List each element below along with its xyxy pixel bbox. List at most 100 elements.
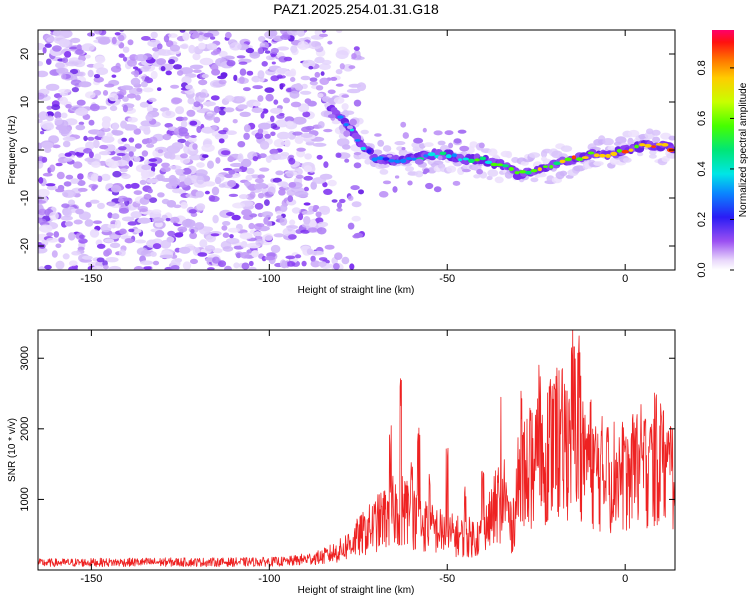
- spectrum-noise-blob: [291, 207, 301, 214]
- spectrum-noise-blob: [118, 249, 126, 257]
- spectrum-noise-blob: [180, 153, 188, 159]
- spectrum-noise-blob: [213, 116, 221, 124]
- spectrum-noise-blob: [297, 41, 310, 50]
- spectrum-noise-blob: [126, 93, 137, 99]
- spectrum-noise-blob: [68, 260, 78, 267]
- spectrum-fringe-blob: [534, 172, 547, 178]
- spectrum-fringe-blob: [446, 165, 457, 173]
- spectrum-fringe-blob: [593, 161, 604, 166]
- spectrum-noise-blob: [192, 69, 202, 73]
- spectrum-noise-blob: [254, 178, 264, 184]
- spectrum-noise-blob: [192, 143, 198, 150]
- spectrum-core-blob: [423, 154, 429, 158]
- spectrum-noise-blob: [116, 152, 126, 157]
- spectrum-noise-blob: [303, 186, 309, 192]
- spectrum-noise-blob: [317, 93, 324, 98]
- spectrum-noise-blob: [210, 95, 220, 101]
- spectrum-noise-blob: [224, 95, 235, 102]
- spectrum-noise-blob: [109, 234, 120, 240]
- spectrum-core-blob: [484, 160, 493, 164]
- spectrum-noise-blob: [111, 130, 124, 136]
- spectrum-noise-blob: [243, 132, 250, 140]
- spectrum-core-blob: [537, 167, 542, 172]
- spectrum-noise-blob: [198, 79, 208, 86]
- spectrum-noise-blob: [171, 142, 184, 150]
- spectrum-noise-blob: [327, 89, 336, 95]
- spectrum-noise-blob: [225, 31, 232, 39]
- spectrum-noise-blob: [236, 55, 246, 59]
- spectrum-fringe-blob: [379, 169, 389, 175]
- spectrum-noise-blob: [96, 130, 106, 138]
- spectrum-noise-blob: [160, 66, 166, 72]
- spectrum-noise-blob: [227, 180, 237, 187]
- spectrum-noise-blob: [203, 101, 216, 107]
- snr-xtick-label: -150: [80, 573, 102, 585]
- spectrum-noise-blob: [45, 83, 60, 91]
- spectrum-noise-blob: [107, 202, 116, 207]
- spectrum-core-blob: [382, 157, 390, 161]
- spectrum-fringe-blob: [377, 139, 385, 147]
- spectrum-fringe-blob: [668, 135, 675, 141]
- spectrum-noise-blob: [121, 137, 127, 142]
- colorbar-tick-label: 0.6: [696, 111, 708, 126]
- spectrum-noise-blob: [128, 160, 133, 167]
- spectrum-noise-blob: [348, 65, 356, 69]
- spectrum-noise-blob: [175, 116, 185, 122]
- spectrum-noise-blob: [111, 74, 117, 78]
- spectrum-noise-blob: [142, 87, 154, 93]
- spectrum-noise-blob: [335, 50, 349, 60]
- spectrum-noise-blob: [227, 227, 241, 233]
- spectrum-noise-blob: [316, 154, 323, 160]
- spectrum-noise-blob: [252, 101, 261, 107]
- spectrum-core-blob: [349, 128, 355, 132]
- spectrum-core-blob: [371, 157, 378, 162]
- spectrum-core-blob: [610, 151, 618, 156]
- spectrum-noise-blob: [295, 254, 302, 259]
- spectrum-noise-blob: [306, 248, 314, 255]
- spectrum-noise-blob: [284, 116, 295, 123]
- spectrum-noise-blob: [302, 111, 311, 118]
- spectrum-noise-blob: [257, 70, 265, 80]
- spectrum-core-blob: [445, 154, 452, 159]
- spectrum-noise-blob: [38, 160, 44, 169]
- spectrum-noise-blob: [279, 217, 288, 226]
- spectrum-noise-blob: [63, 208, 72, 218]
- spectrum-noise-blob: [137, 217, 151, 224]
- spectrum-fringe-blob: [404, 166, 415, 172]
- spectrum-patch-blob: [452, 180, 461, 186]
- spectrum-noise-blob: [114, 219, 121, 229]
- spectrum-patch-blob: [346, 125, 354, 130]
- spectrum-noise-blob: [202, 226, 214, 232]
- spectrum-noise-blob: [270, 123, 278, 129]
- spectrum-noise-blob: [46, 232, 54, 237]
- spectrum-noise-blob: [148, 197, 158, 204]
- spectrum-noise-blob: [341, 103, 349, 111]
- spectrum-noise-blob: [251, 107, 264, 113]
- spectrum-patch-blob: [414, 158, 424, 165]
- spectrum-noise-blob: [173, 64, 182, 70]
- spectrum-noise-blob: [152, 260, 160, 266]
- spectrum-patch-blob: [378, 191, 389, 198]
- spectrum-noise-blob: [189, 174, 199, 184]
- spectrum-noise-blob: [318, 261, 327, 267]
- spectrum-noise-blob: [136, 247, 149, 256]
- spectrum-core-blob: [360, 146, 367, 151]
- spectrum-noise-blob: [224, 265, 232, 270]
- spectrum-noise-blob: [292, 131, 303, 136]
- spectrum-noise-blob: [182, 167, 192, 175]
- spectrum-patch-blob: [425, 182, 434, 190]
- spectrum-noise-blob: [286, 170, 294, 178]
- spectrum-noise-blob: [126, 146, 137, 153]
- spectrum-noise-blob: [135, 94, 141, 101]
- spectrum-noise-blob: [249, 191, 256, 199]
- spectrum-noise-blob: [304, 98, 312, 104]
- spectrum-noise-blob: [289, 219, 296, 226]
- spectrum-core-blob: [502, 164, 510, 168]
- spectrum-noise-blob: [93, 220, 102, 224]
- spectrum-noise-blob: [62, 253, 70, 260]
- spectrum-noise-blob: [125, 183, 132, 189]
- spectrum-noise-blob: [46, 185, 57, 191]
- spectrum-noise-blob: [127, 221, 138, 226]
- spectrum-noise-blob: [314, 71, 321, 78]
- spectrum-noise-blob: [197, 252, 208, 257]
